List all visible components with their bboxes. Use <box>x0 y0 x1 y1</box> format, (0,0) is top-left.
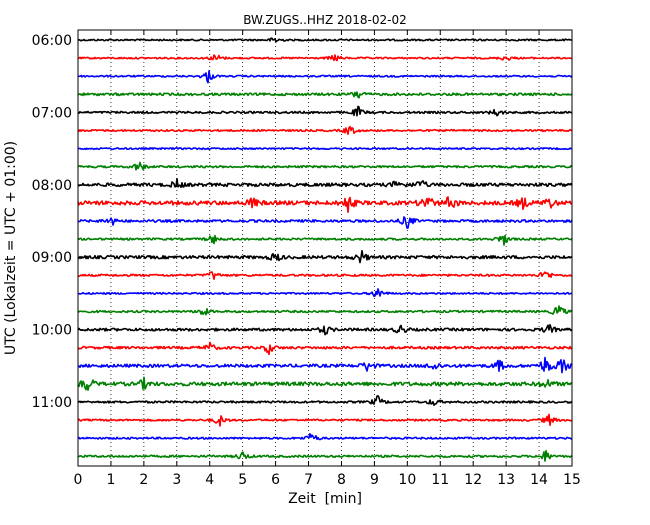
x-tick-label: 3 <box>172 472 181 488</box>
trace-06:15 <box>77 54 573 62</box>
trace-09:30 <box>77 288 573 298</box>
trace-11:45 <box>77 449 573 462</box>
trace-08:30 <box>77 216 573 229</box>
plot-frame <box>77 29 573 467</box>
trace-10:45 <box>77 376 573 391</box>
x-tick-label: 0 <box>74 472 83 488</box>
trace-09:00 <box>77 249 573 264</box>
trace-07:30 <box>77 147 572 151</box>
trace-08:45 <box>77 234 573 246</box>
x-tick-label: 10 <box>398 472 416 488</box>
trace-07:15 <box>77 125 573 135</box>
trace-11:15 <box>77 413 573 427</box>
trace-09:15 <box>77 271 573 280</box>
y-tick-label: 11:00 <box>32 395 72 411</box>
chart-title: BW.ZUGS..HHZ 2018-02-02 <box>243 13 406 27</box>
trace-11:30 <box>77 433 573 441</box>
x-tick-label: 12 <box>464 472 482 488</box>
y-tick-label: 06:00 <box>32 33 72 49</box>
trace-07:00 <box>77 105 573 117</box>
x-tick-label: 7 <box>304 472 313 488</box>
trace-06:45 <box>77 91 573 99</box>
x-tick-label: 11 <box>431 472 449 488</box>
trace-06:30 <box>77 70 573 84</box>
vertical-gridlines <box>110 30 540 466</box>
y-axis-ticks: 06:00 07:00 08:00 09:00 10:00 11:00 <box>32 33 572 411</box>
y-tick-label: 10:00 <box>32 323 72 339</box>
trace-06:00 <box>77 37 573 43</box>
y-tick-label: 07:00 <box>32 105 72 121</box>
trace-07:45 <box>77 161 573 171</box>
trace-08:00 <box>77 177 573 189</box>
x-tick-label: 8 <box>337 472 346 488</box>
trace-10:00 <box>77 323 573 336</box>
y-tick-label: 08:00 <box>32 178 72 194</box>
x-tick-label: 14 <box>530 472 548 488</box>
trace-08:15 <box>77 196 573 213</box>
trace-10:30 <box>77 356 573 374</box>
x-tick-label: 6 <box>271 472 280 488</box>
x-tick-label: 4 <box>205 472 214 488</box>
y-tick-label: 09:00 <box>32 250 72 266</box>
x-tick-label: 5 <box>238 472 247 488</box>
traces-group <box>77 37 573 462</box>
x-tick-label: 15 <box>563 472 581 488</box>
x-axis-ticks: 0 1 2 3 4 5 6 7 8 9 10 11 12 13 14 15 <box>74 30 581 488</box>
x-tick-label: 9 <box>370 472 379 488</box>
trace-11:00 <box>77 395 573 407</box>
x-tick-label: 1 <box>106 472 115 488</box>
trace-09:45 <box>77 305 573 316</box>
x-axis-label: Zeit [min] <box>288 491 362 507</box>
x-tick-label: 2 <box>139 472 148 488</box>
trace-10:15 <box>77 341 573 356</box>
x-tick-label: 13 <box>497 472 515 488</box>
y-axis-label: UTC (Lokalzeit = UTC + 01:00) <box>3 141 19 355</box>
